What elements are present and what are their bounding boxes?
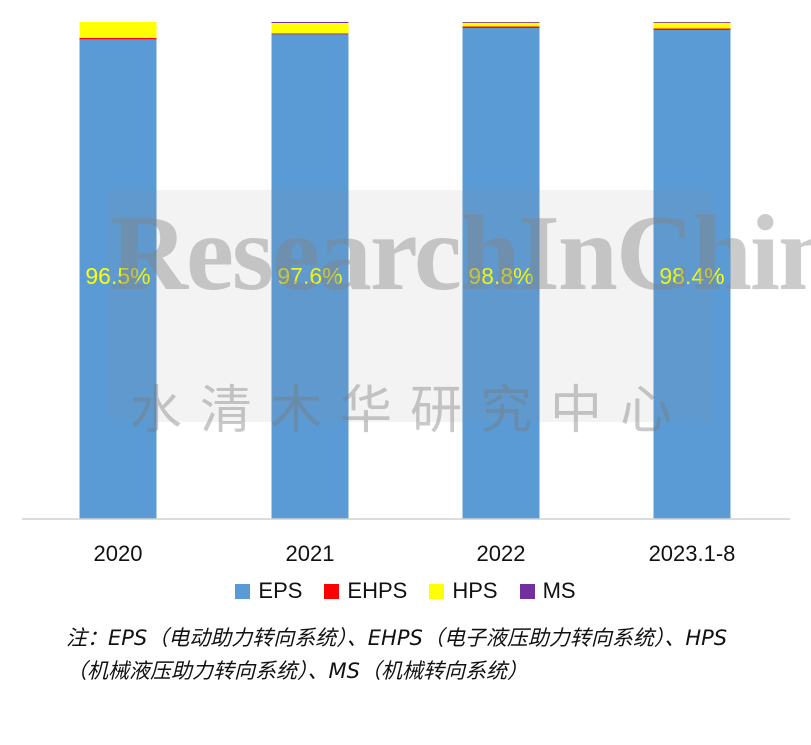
legend-swatch [429, 583, 445, 599]
data-labels: 96.5% 97.6% 98.8% 98.4% [85, 263, 724, 289]
legend-label: EHPS [347, 578, 408, 603]
legend-label: HPS [452, 578, 498, 603]
x-tick-label: 2020 [94, 541, 143, 566]
legend: EPS EHPS HPS MS [0, 578, 811, 604]
bar-ehps-4 [653, 28, 731, 30]
bar-ehps-1 [79, 37, 157, 40]
x-tick-labels: 2020 2021 2022 2023.1-8 [94, 541, 736, 566]
data-label-eps: 98.8% [468, 263, 533, 289]
legend-swatch [519, 583, 535, 599]
x-tick-label: 2023.1-8 [649, 541, 736, 566]
bar-ehps-3 [462, 26, 540, 28]
bar-hps-1 [79, 22, 157, 38]
bar-hps-2 [271, 22, 349, 34]
x-tick-label: 2021 [286, 541, 335, 566]
legend-label: MS [542, 578, 576, 603]
bar-ms-4 [653, 22, 731, 23]
bar-eps-1 [79, 39, 157, 520]
bar-ms-3 [462, 22, 540, 23]
bar-ms-2 [271, 22, 349, 23]
legend-item-hps: HPS [429, 578, 498, 604]
legend-swatch [324, 583, 340, 599]
data-label-eps: 97.6% [277, 263, 342, 289]
bar-eps-4 [653, 29, 731, 520]
legend-item-eps: EPS [235, 578, 302, 604]
legend-label: EPS [258, 578, 303, 603]
legend-swatch [235, 583, 251, 599]
x-tick-label: 2022 [477, 541, 526, 566]
legend-item-ehps: EHPS [324, 578, 407, 604]
bar-eps-3 [462, 27, 540, 520]
bars-layer [79, 22, 731, 520]
bar-hps-4 [653, 22, 731, 29]
data-label-eps: 96.5% [85, 263, 150, 289]
footnote: 注：EPS（电动助力转向系统）、EHPS（电子液压助力转向系统）、HPS（机械液… [66, 626, 728, 683]
bar-hps-3 [462, 22, 540, 27]
data-label-eps: 98.4% [659, 263, 724, 289]
legend-item-ms: MS [519, 578, 576, 604]
bar-ehps-2 [271, 33, 349, 35]
bar-eps-2 [271, 33, 349, 519]
